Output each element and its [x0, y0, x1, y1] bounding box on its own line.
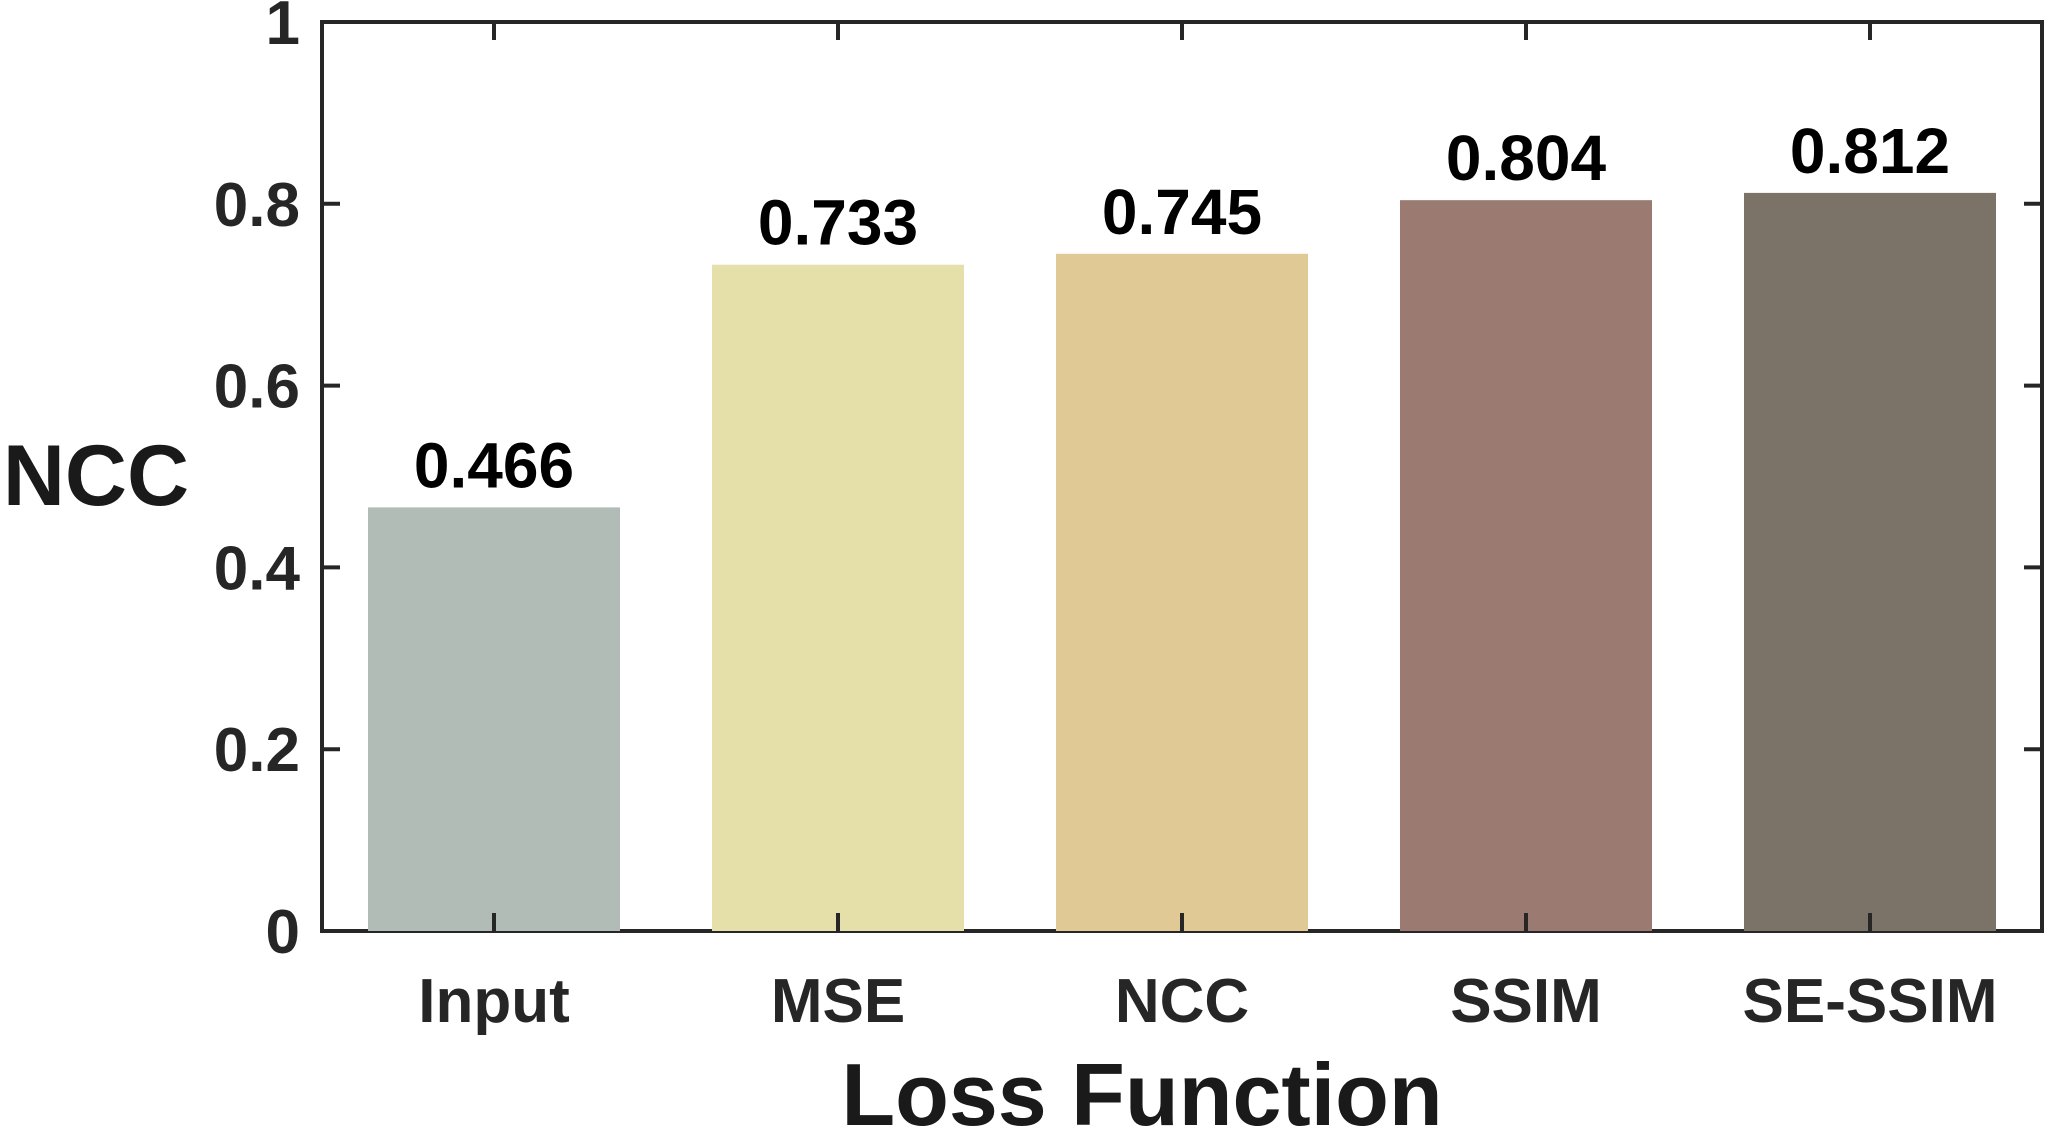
- value-label: 0.812: [1790, 115, 1950, 187]
- x-axis-title: Loss Function: [841, 1045, 1442, 1131]
- bar-input: [368, 507, 620, 931]
- bar-ssim: [1400, 200, 1652, 931]
- x-tick-label: MSE: [771, 967, 905, 1036]
- value-label: 0.733: [758, 187, 918, 259]
- value-label: 0.804: [1446, 122, 1607, 194]
- bars-group: [368, 192, 1996, 932]
- x-tick-label: SSIM: [1450, 967, 1602, 1036]
- y-axis-title: NCC: [3, 428, 189, 524]
- y-tick-label: 1: [266, 0, 300, 58]
- x-ticks-group: Input MSE NCC SSIM SE-SSIM: [418, 22, 1997, 1036]
- bar-mse: [712, 264, 964, 931]
- plot-area: 0.466 0.733 0.745 0.804 0.812 0 0.2 0.4 0.6 0.8 1…: [214, 0, 2044, 1036]
- value-label: 0.466: [414, 429, 574, 501]
- bar-se-ssim: [1744, 192, 1996, 932]
- x-tick-label: NCC: [1115, 967, 1249, 1036]
- y-tick-label: 0: [266, 898, 300, 967]
- y-tick-label: 0.2: [214, 716, 300, 785]
- y-tick-label: 0.6: [214, 353, 300, 422]
- x-tick-label: Input: [418, 967, 570, 1036]
- bar-ncc: [1056, 253, 1308, 932]
- y-tick-label: 0.8: [214, 171, 300, 240]
- y-ticks-group: 0 0.2 0.4 0.6 0.8 1: [214, 0, 2042, 967]
- x-tick-label: SE-SSIM: [1743, 967, 1998, 1036]
- value-labels-group: 0.466 0.733 0.745 0.804 0.812: [414, 115, 1950, 502]
- y-tick-label: 0.4: [214, 534, 301, 603]
- value-label: 0.745: [1102, 176, 1262, 248]
